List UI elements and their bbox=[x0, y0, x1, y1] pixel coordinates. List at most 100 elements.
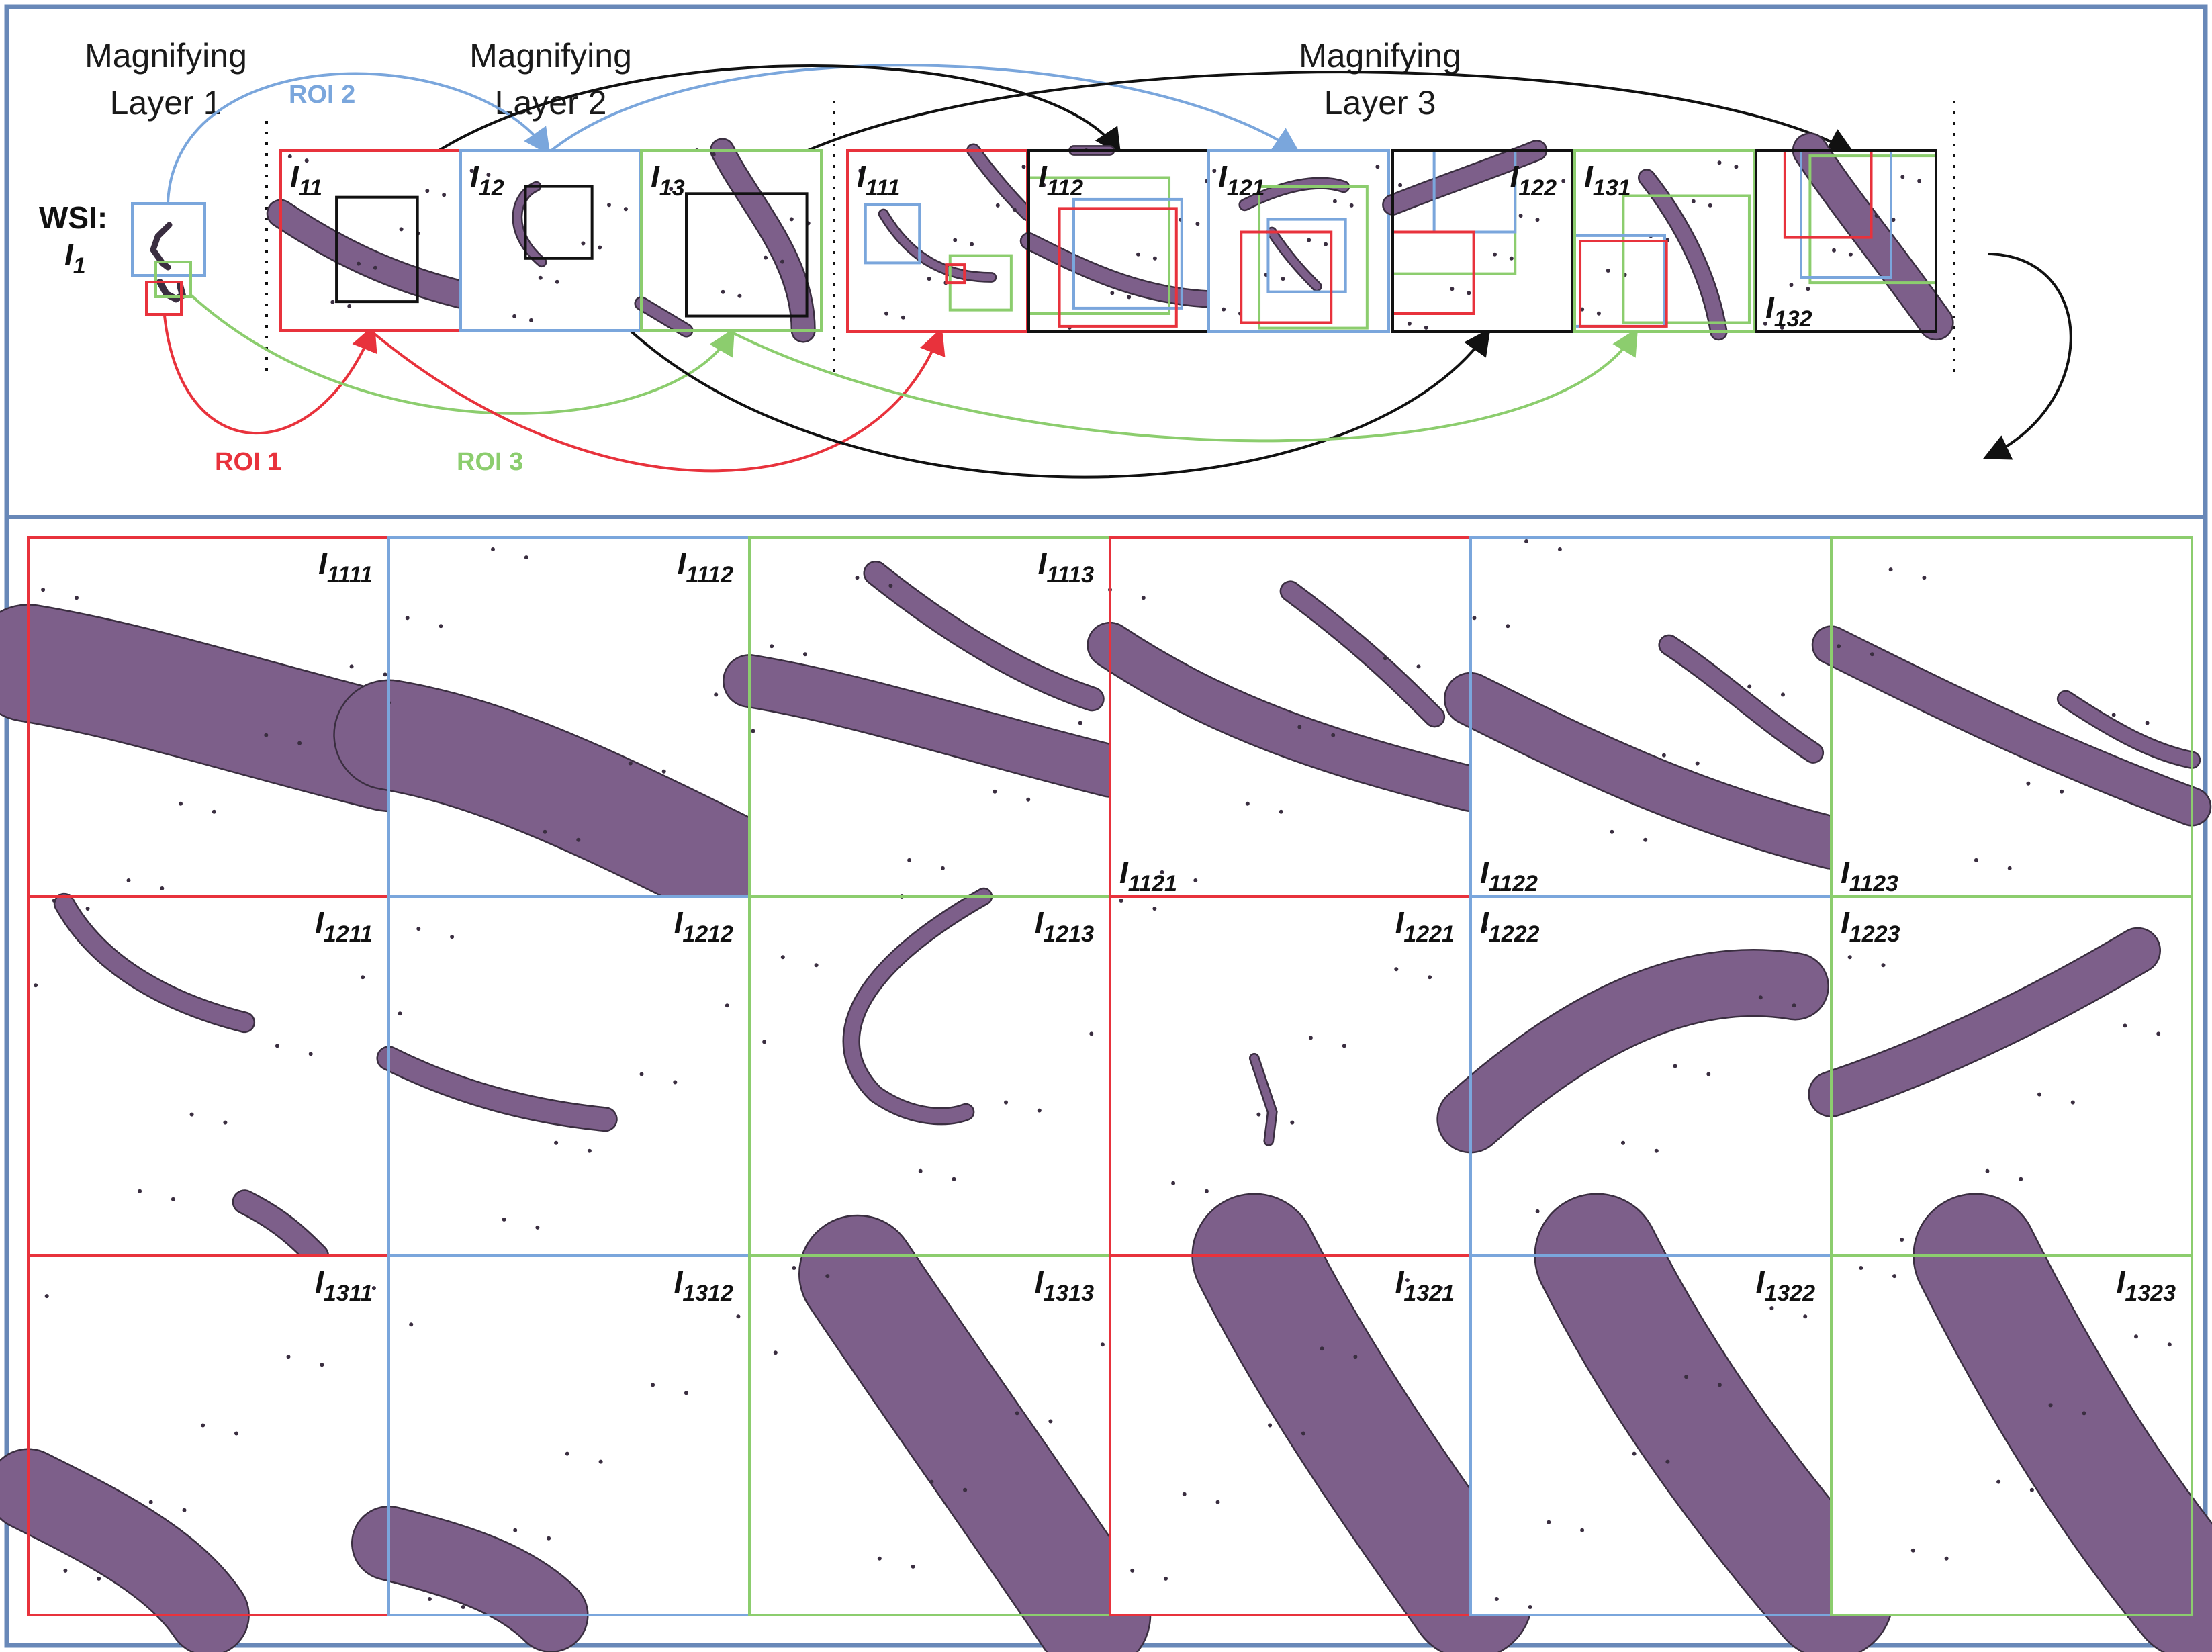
tissue-strand bbox=[635, 297, 692, 336]
debris-dot bbox=[2029, 1487, 2034, 1492]
debris-dot bbox=[1610, 829, 1614, 834]
debris-dot bbox=[1215, 1500, 1220, 1504]
debris-dot bbox=[287, 154, 292, 158]
debris-dot bbox=[1212, 169, 1217, 173]
debris-dot bbox=[1606, 269, 1610, 273]
layer1-title: Magnifying Layer 1 bbox=[85, 37, 247, 122]
tile-I1122: I1122 bbox=[1444, 536, 1858, 898]
tile-label: I1212 bbox=[674, 905, 734, 947]
debris-dot bbox=[330, 300, 335, 304]
tile-label: I1322 bbox=[1756, 1265, 1816, 1306]
tile-I1221: I1221 bbox=[1109, 895, 1472, 1257]
debris-dot bbox=[684, 1391, 688, 1395]
debris-dot bbox=[1152, 256, 1157, 261]
debris-dot bbox=[97, 1576, 101, 1581]
tissue-strand bbox=[1535, 1195, 1892, 1652]
debris-dot bbox=[1127, 295, 1132, 300]
debris-dot bbox=[1195, 222, 1200, 226]
debris-dot bbox=[1561, 179, 1566, 183]
wsi-roi3-box bbox=[154, 261, 192, 298]
debris-dot bbox=[1119, 899, 1123, 903]
tile-background bbox=[461, 150, 641, 330]
debris-dot bbox=[940, 866, 945, 870]
debris-dot bbox=[1837, 644, 1841, 649]
debris-dot bbox=[725, 1003, 729, 1008]
debris-dot bbox=[1665, 1459, 1670, 1464]
debris-dot bbox=[1493, 252, 1497, 257]
debris-dot bbox=[491, 547, 495, 551]
debris-dot bbox=[888, 584, 893, 588]
tile-background bbox=[749, 897, 1110, 1256]
tile-label: I112 bbox=[1038, 159, 1083, 201]
layer1-title-line2: Layer 1 bbox=[110, 84, 222, 122]
debris-dot bbox=[1654, 1148, 1659, 1153]
debris-dot bbox=[179, 801, 183, 806]
tile-border bbox=[640, 149, 823, 332]
wsi-roi2-box bbox=[131, 202, 206, 277]
debris-dot bbox=[2134, 1334, 2138, 1339]
tile-I1312: I1312 bbox=[351, 1254, 751, 1652]
debris-dot bbox=[1596, 311, 1601, 316]
wsi-thumbnail: WSI: I1 bbox=[39, 200, 206, 316]
arrow-l2-11-to-l3 bbox=[378, 64, 1121, 199]
debris-dot bbox=[1042, 183, 1046, 187]
debris-dot bbox=[737, 293, 742, 298]
debris-dot bbox=[1910, 1548, 1915, 1553]
debris-dot bbox=[308, 1052, 313, 1056]
tile-I1211: I1211 bbox=[27, 892, 390, 1269]
debris-dot bbox=[1193, 878, 1198, 882]
zoom-box bbox=[685, 192, 809, 318]
debris-dot bbox=[1332, 199, 1337, 203]
wsi-prefix: WSI: bbox=[39, 200, 107, 235]
debris-dot bbox=[995, 203, 1000, 208]
tile-I1121: I1121 bbox=[1087, 536, 1494, 898]
debris-dot bbox=[1806, 287, 1810, 291]
tile-I132: I132 bbox=[1755, 132, 1954, 341]
debris-dot bbox=[792, 1266, 796, 1270]
tile-I121: I121 bbox=[1207, 149, 1390, 333]
tile-I1213: I1213 bbox=[748, 887, 1111, 1257]
arrow-roi1-to-l2 bbox=[163, 315, 377, 434]
debris-dot bbox=[918, 1168, 923, 1173]
debris-dot bbox=[673, 1080, 678, 1085]
tissue-strand bbox=[844, 889, 991, 1123]
debris-dot bbox=[425, 189, 430, 193]
debris-dot bbox=[405, 616, 410, 621]
debris-dot bbox=[1483, 927, 1488, 931]
debris-dot bbox=[773, 1350, 778, 1355]
debris-dot bbox=[1037, 1108, 1042, 1113]
debris-dot bbox=[34, 983, 38, 988]
roi1-label: ROI 1 bbox=[215, 448, 281, 476]
debris-dot bbox=[41, 588, 46, 592]
tile-label: I1121 bbox=[1119, 855, 1177, 897]
debris-dot bbox=[1424, 325, 1428, 330]
tissue-strand bbox=[1914, 1195, 2212, 1652]
debris-dot bbox=[1279, 809, 1283, 814]
tile-label: I1213 bbox=[1035, 905, 1095, 947]
wsi-label: I1 bbox=[64, 237, 86, 279]
debris-dot bbox=[901, 315, 905, 320]
debris-dot bbox=[1472, 616, 1477, 621]
debris-dot bbox=[320, 1363, 324, 1367]
debris-dot bbox=[598, 1459, 603, 1464]
tile-label: I1323 bbox=[2117, 1265, 2176, 1306]
debris-dot bbox=[286, 1355, 291, 1359]
debris-dot bbox=[2037, 1092, 2041, 1097]
tissue-strand bbox=[711, 139, 815, 342]
debris-dot bbox=[201, 1423, 205, 1428]
debris-dot bbox=[1136, 252, 1140, 257]
debris-dot bbox=[171, 1197, 175, 1201]
debris-dot bbox=[1416, 664, 1421, 669]
sub-roi-box bbox=[1266, 218, 1347, 293]
tissue-strand bbox=[1088, 623, 1493, 811]
tile-label: I1221 bbox=[1395, 905, 1455, 947]
tile-label: I1222 bbox=[1480, 905, 1540, 947]
arrow-l2-12-to-l3 bbox=[549, 64, 1301, 154]
debris-dot bbox=[1342, 1044, 1346, 1048]
tissue-strand bbox=[268, 201, 473, 308]
tissue-strand bbox=[1813, 627, 2210, 825]
sub-roi-box bbox=[864, 203, 921, 265]
debris-dot bbox=[825, 1274, 830, 1279]
debris-dot bbox=[1383, 656, 1387, 661]
tile-I11: I11 bbox=[266, 149, 475, 332]
